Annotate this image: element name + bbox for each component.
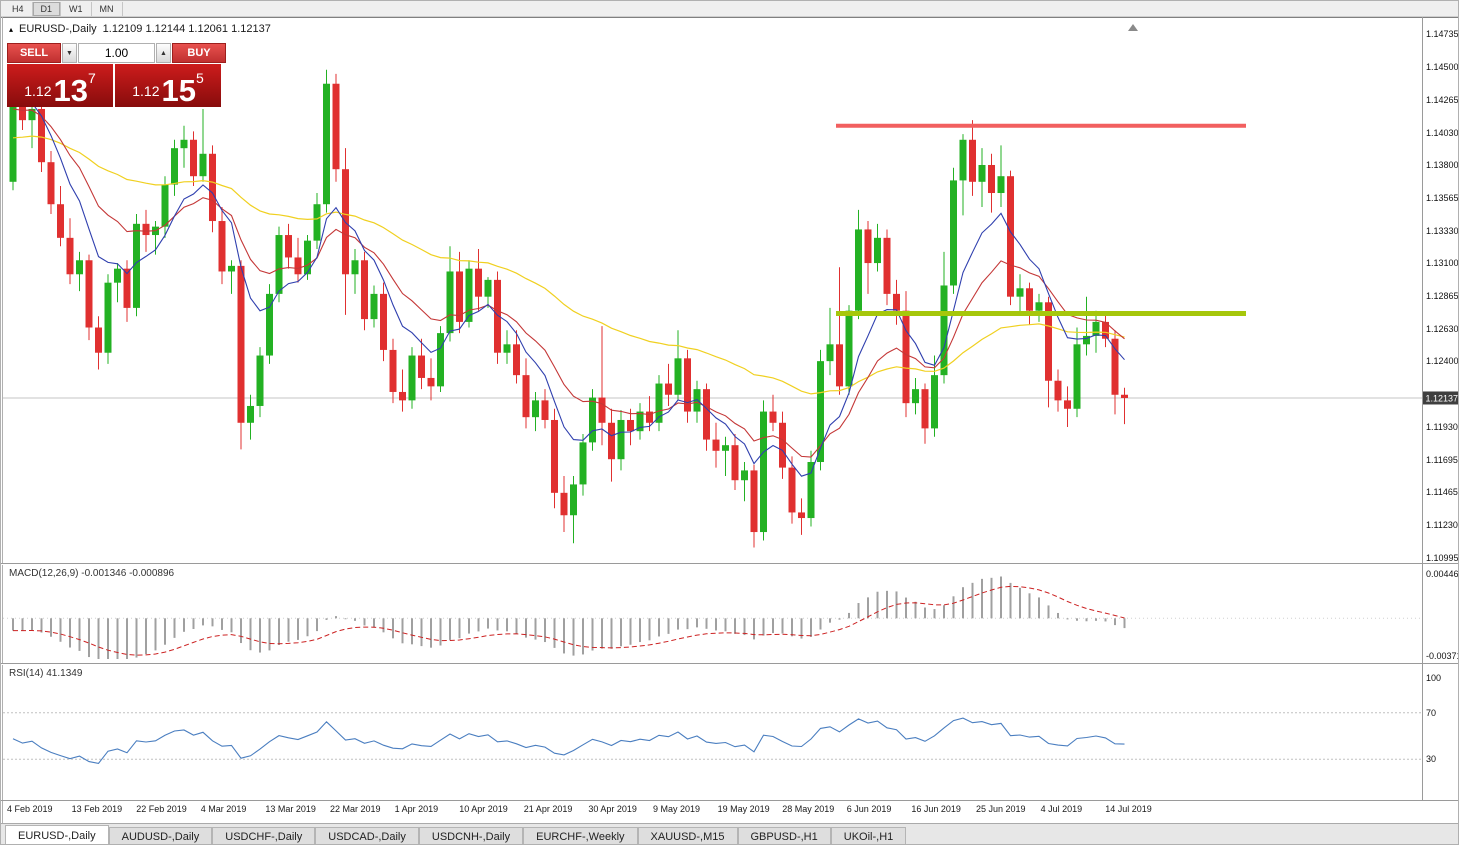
svg-text:1.12137: 1.12137 [1426, 393, 1459, 403]
chart-tab-audusd-daily[interactable]: AUDUSD-,Daily [108, 827, 213, 844]
chart-shift-marker-icon [1128, 24, 1138, 31]
svg-text:0.004465: 0.004465 [1426, 569, 1459, 579]
svg-text:1.11230: 1.11230 [1426, 520, 1458, 530]
svg-text:100: 100 [1426, 673, 1441, 683]
trade-controls-row: SELL ▼ ▲ BUY [7, 43, 226, 63]
svg-text:4 Feb 2019: 4 Feb 2019 [7, 804, 53, 814]
svg-text:10 Apr 2019: 10 Apr 2019 [459, 804, 508, 814]
chart-ohlc-values: 1.12109 1.12144 1.12061 1.12137 [102, 23, 271, 35]
svg-text:22 Feb 2019: 22 Feb 2019 [136, 804, 187, 814]
svg-text:6 Jun 2019: 6 Jun 2019 [847, 804, 892, 814]
svg-text:1.14735: 1.14735 [1426, 29, 1459, 39]
svg-text:1 Apr 2019: 1 Apr 2019 [395, 804, 439, 814]
quote-row: 1.12 13 7 1.12 15 5 [7, 64, 226, 107]
svg-text:28 May 2019: 28 May 2019 [782, 804, 834, 814]
svg-text:1.12630: 1.12630 [1426, 324, 1459, 334]
timeframe-toolbar: H4 D1 W1 MN [1, 1, 1458, 17]
svg-text:16 Jun 2019: 16 Jun 2019 [911, 804, 961, 814]
svg-text:25 Jun 2019: 25 Jun 2019 [976, 804, 1026, 814]
chart-symbol-period: EURUSD-,Daily [19, 23, 97, 35]
svg-text:1.13800: 1.13800 [1426, 160, 1459, 170]
svg-text:70: 70 [1426, 708, 1436, 718]
timeframe-button-w1[interactable]: W1 [61, 1, 92, 16]
sell-button[interactable]: SELL [7, 43, 61, 63]
svg-text:1.13100: 1.13100 [1426, 258, 1459, 268]
svg-text:30: 30 [1426, 754, 1436, 764]
svg-text:4 Jul 2019: 4 Jul 2019 [1041, 804, 1083, 814]
buy-price-base: 1.12 [132, 83, 160, 99]
svg-text:14 Jul 2019: 14 Jul 2019 [1105, 804, 1152, 814]
rsi-value: 41.1349 [46, 668, 83, 679]
volume-input[interactable] [78, 43, 155, 63]
macd-signal-value: -0.000896 [129, 568, 175, 579]
chart-tab-usdcnh-daily[interactable]: USDCNH-,Daily [418, 827, 524, 844]
svg-text:9 May 2019: 9 May 2019 [653, 804, 700, 814]
svg-text:13 Feb 2019: 13 Feb 2019 [72, 804, 123, 814]
rsi-indicator-label: RSI(14) 41.1349 [9, 668, 82, 679]
svg-text:1.14500: 1.14500 [1426, 62, 1459, 72]
svg-text:1.14030: 1.14030 [1426, 128, 1459, 138]
chart-tab-xauusd-m15[interactable]: XAUUSD-,M15 [637, 827, 738, 844]
volume-decrease-button[interactable]: ▼ [62, 43, 77, 63]
buy-price-pips: 15 [161, 72, 196, 108]
svg-text:-0.003715: -0.003715 [1426, 651, 1459, 661]
collapse-triangle-icon[interactable]: ▴ [9, 24, 14, 34]
chart-title: ▴ EURUSD-,Daily 1.12109 1.12144 1.12061 … [9, 23, 271, 35]
sell-price-base: 1.12 [24, 83, 52, 99]
macd-name: MACD(12,26,9) [9, 568, 79, 579]
svg-text:1.14265: 1.14265 [1426, 95, 1459, 105]
svg-text:1.12400: 1.12400 [1426, 356, 1459, 366]
svg-text:1.11465: 1.11465 [1426, 487, 1458, 497]
chevron-up-icon: ▲ [160, 49, 167, 57]
svg-text:1.12865: 1.12865 [1426, 291, 1459, 301]
svg-text:1.13565: 1.13565 [1426, 193, 1459, 203]
chart-tab-usdchf-daily[interactable]: USDCHF-,Daily [212, 827, 316, 844]
chart-tab-bar: EURUSD-,Daily AUDUSD-,Daily USDCHF-,Daily U… [1, 823, 1458, 844]
volume-increase-button[interactable]: ▲ [156, 43, 171, 63]
macd-main-value: -0.001346 [81, 568, 127, 579]
svg-text:13 Mar 2019: 13 Mar 2019 [265, 804, 316, 814]
sell-quote-button[interactable]: 1.12 13 7 [7, 64, 113, 107]
sell-price-pips: 13 [53, 72, 88, 108]
buy-quote-button[interactable]: 1.12 15 5 [115, 64, 221, 107]
timeframe-button-mn[interactable]: MN [92, 1, 123, 16]
svg-text:1.13330: 1.13330 [1426, 226, 1459, 236]
rsi-name: RSI(14) [9, 668, 44, 679]
timeframe-button-h4[interactable]: H4 [4, 1, 33, 16]
svg-text:4 Mar 2019: 4 Mar 2019 [201, 804, 247, 814]
svg-text:19 May 2019: 19 May 2019 [718, 804, 770, 814]
chart-tab-ukoil-h1[interactable]: UKOil-,H1 [830, 827, 907, 844]
chevron-down-icon: ▼ [66, 49, 73, 57]
chart-tab-gbpusd-h1[interactable]: GBPUSD-,H1 [737, 827, 831, 844]
buy-button[interactable]: BUY [172, 43, 226, 63]
svg-text:30 Apr 2019: 30 Apr 2019 [588, 804, 637, 814]
svg-text:1.10995: 1.10995 [1426, 553, 1459, 563]
chart-tab-eurusd-daily[interactable]: EURUSD-,Daily [5, 825, 109, 844]
chart-tab-eurchf-weekly[interactable]: EURCHF-,Weekly [523, 827, 638, 844]
svg-text:21 Apr 2019: 21 Apr 2019 [524, 804, 573, 814]
svg-text:22 Mar 2019: 22 Mar 2019 [330, 804, 381, 814]
svg-text:1.11930: 1.11930 [1426, 422, 1458, 432]
buy-price-point: 5 [195, 70, 204, 86]
svg-text:1.11695: 1.11695 [1426, 455, 1458, 465]
timeframe-button-d1[interactable]: D1 [32, 1, 62, 16]
macd-indicator-label: MACD(12,26,9) -0.001346 -0.000896 [9, 568, 174, 579]
one-click-trading-panel: SELL ▼ ▲ BUY 1.12 13 7 1.12 15 5 [7, 43, 226, 107]
chart-tab-usdcad-daily[interactable]: USDCAD-,Daily [315, 827, 419, 844]
sell-price-point: 7 [87, 70, 96, 86]
